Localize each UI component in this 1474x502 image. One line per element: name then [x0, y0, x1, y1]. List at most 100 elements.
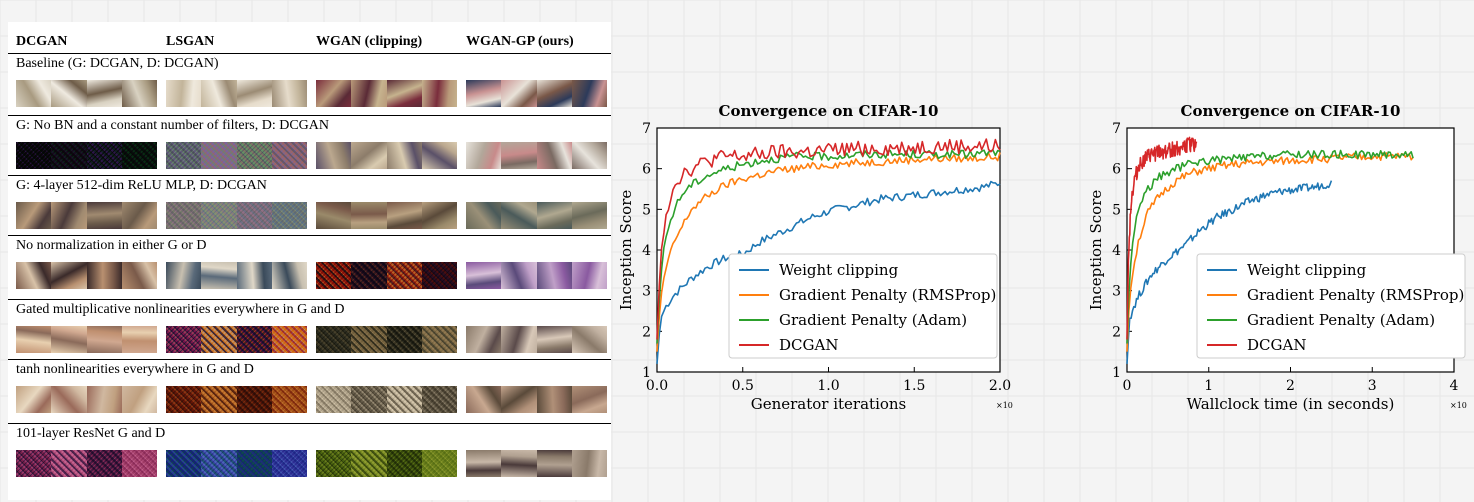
sample-image [316, 80, 352, 107]
sample-image-strip [16, 202, 157, 229]
legend-entry: Gradient Penalty (Adam) [1247, 311, 1435, 329]
sample-image [571, 326, 607, 353]
sample-image [86, 450, 122, 477]
series-line [1126, 149, 1414, 344]
sample-image [536, 262, 572, 289]
series-line [1126, 152, 1414, 352]
sample-image-strip [16, 142, 157, 169]
y-tick-label: 2 [642, 324, 651, 340]
table-rule [8, 115, 611, 116]
sample-image [236, 80, 272, 107]
y-tick-label: 5 [1112, 202, 1121, 218]
sample-image [16, 386, 52, 413]
sample-image [51, 202, 87, 229]
sample-image [166, 326, 202, 353]
y-tick-label: 4 [1112, 243, 1121, 259]
sample-image-strip [166, 386, 307, 413]
sample-image [536, 386, 572, 413]
x-tick-label: 1 [1204, 378, 1213, 394]
sample-image [316, 386, 352, 413]
sample-image [201, 450, 237, 477]
sample-image-strip [466, 450, 607, 477]
sample-image [386, 326, 422, 353]
sample-image-strip [316, 450, 457, 477]
sample-image-strip [16, 326, 157, 353]
x-tick-label: 0.0 [646, 378, 668, 394]
row-label: 101-layer ResNet G and D [16, 426, 166, 441]
sample-image [121, 202, 157, 229]
sample-image-strip [466, 80, 607, 107]
x-tick-label: 4 [1450, 378, 1459, 394]
sample-image [501, 262, 537, 289]
sample-image [166, 262, 202, 289]
sample-image [201, 386, 237, 413]
sample-image-strip [466, 142, 607, 169]
sample-image-strip [316, 202, 457, 229]
sample-image-strip [16, 386, 157, 413]
x-multiplier-label: ×10 [1450, 401, 1467, 410]
table-rule [8, 359, 611, 360]
sample-image [86, 80, 122, 107]
y-axis-label: Inception Score [1087, 190, 1105, 311]
sample-image [466, 202, 502, 229]
sample-image [121, 262, 157, 289]
series-line [656, 152, 1001, 352]
sample-image [386, 262, 422, 289]
x-tick-label: 1.0 [817, 378, 839, 394]
sample-image [16, 80, 52, 107]
sample-image [536, 450, 572, 477]
sample-image [51, 262, 87, 289]
legend-entry: DCGAN [779, 336, 838, 354]
y-tick-label: 2 [1112, 324, 1121, 340]
legend-box [1196, 253, 1466, 359]
sample-image [236, 450, 272, 477]
x-tick-label: 1.5 [903, 378, 925, 394]
sample-image [466, 386, 502, 413]
sample-image [421, 450, 457, 477]
table-rule [8, 299, 611, 300]
sample-image [501, 450, 537, 477]
sample-image-strip [316, 326, 457, 353]
y-tick-label: 4 [642, 243, 651, 259]
sample-image [501, 80, 537, 107]
chart-iterations: Convergence on CIFAR-10 1 2 3 4 5 6 7 0.0 0.5 1.0 1… [617, 102, 1013, 413]
sample-image [86, 142, 122, 169]
sample-image [166, 80, 202, 107]
sample-image [316, 202, 352, 229]
sample-image [351, 326, 387, 353]
sample-image [536, 202, 572, 229]
sample-image [166, 386, 202, 413]
sample-image [121, 326, 157, 353]
sample-image [386, 386, 422, 413]
sample-image-strip [16, 450, 157, 477]
sample-image [351, 142, 387, 169]
sample-image-strip [316, 142, 457, 169]
y-tick-label: 3 [642, 284, 651, 300]
sample-image [501, 386, 537, 413]
sample-image [571, 450, 607, 477]
sample-image [16, 450, 52, 477]
row-label: G: No BN and a constant number of filter… [16, 118, 330, 133]
sample-image [351, 386, 387, 413]
sample-image [51, 450, 87, 477]
sample-image [571, 80, 607, 107]
legend-entry: Gradient Penalty (RMSProp) [779, 286, 996, 304]
sample-image [571, 262, 607, 289]
y-tick-label: 1 [1112, 365, 1121, 381]
sample-image [316, 262, 352, 289]
legend-entry: Gradient Penalty (RMSProp) [1247, 286, 1464, 304]
legend-box [728, 253, 998, 359]
sample-image-strip [466, 262, 607, 289]
y-tick-label: 6 [1112, 162, 1121, 178]
sample-image-strip [466, 202, 607, 229]
sample-image [236, 142, 272, 169]
sample-image [386, 80, 422, 107]
sample-image-strip [16, 80, 157, 107]
series-line [656, 149, 1001, 344]
sample-image [201, 326, 237, 353]
legend-entry: DCGAN [1247, 336, 1306, 354]
sample-image [571, 142, 607, 169]
x-tick-label: 3 [1368, 378, 1377, 394]
sample-image [536, 142, 572, 169]
y-tick-label: 7 [642, 121, 651, 137]
